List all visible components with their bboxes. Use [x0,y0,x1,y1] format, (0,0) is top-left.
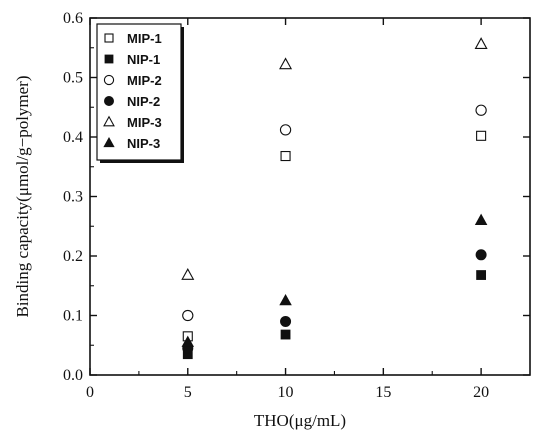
legend-marker-nip-2 [104,96,115,107]
data-point-nip-2-2 [475,249,487,261]
y-tick-label: 0.4 [63,129,83,146]
legend-label-mip-2: MIP-2 [127,73,162,88]
data-point-mip-3-0 [181,268,195,280]
y-tick-label: 0.5 [63,70,83,87]
ticks-layer: 0 5 10 15 20 0.0 0.1 0.2 0.3 0.4 0.5 0.6 [63,10,530,401]
data-point-mip-1-1 [280,150,291,162]
legend-marker-nip-3 [103,136,115,148]
x-tick-label: 10 [278,384,294,401]
data-point-nip-1-1 [280,329,291,340]
y-axis-title: Binding capacity(μmol/g−polymer) [13,75,32,317]
x-axis-title: THO(μg/mL) [254,411,346,430]
data-point-mip-3-2 [474,37,488,49]
axis-titles: THO(μg/mL) Binding capacity(μmol/g−polyme… [13,75,346,430]
data-point-mip-3-1 [279,57,293,70]
data-points-layer [181,37,488,360]
legend-label-nip-2: NIP-2 [127,94,160,109]
data-point-mip-1-2 [476,130,487,141]
x-tick-label: 20 [473,384,489,401]
legend-marker-mip-1 [104,33,114,43]
legend-label-mip-3: MIP-3 [127,115,162,130]
legend-marker-nip-1 [104,54,114,64]
x-tick-label: 15 [375,384,391,401]
data-point-mip-2-0 [182,309,194,322]
legend-label-nip-1: NIP-1 [127,52,160,67]
legend-label-nip-3: NIP-3 [127,136,160,151]
data-point-mip-2-2 [475,104,487,116]
data-point-nip-1-2 [476,270,487,280]
data-point-nip-2-1 [280,315,292,327]
legend-box [96,23,182,161]
y-tick-label: 0.6 [63,10,83,27]
x-tick-label: 5 [184,384,192,401]
data-point-mip-2-1 [279,124,292,136]
legend-marker-mip-2 [103,74,115,86]
legend-marker-mip-3 [103,115,115,127]
data-point-nip-3-2 [474,213,488,225]
legend: MIP-1 NIP-1 MIP-2 NIP-2 MIP-3 NIP-3 [96,23,184,163]
y-tick-label: 0.3 [63,189,83,206]
y-tick-label: 0.1 [63,308,83,325]
legend-label-mip-1: MIP-1 [127,31,162,46]
data-point-nip-3-1 [279,293,292,306]
x-tick-label: 0 [86,384,94,401]
y-tick-label: 0.2 [63,248,83,265]
data-point-nip-3-0 [181,335,195,347]
y-tick-label: 0.0 [63,367,83,384]
